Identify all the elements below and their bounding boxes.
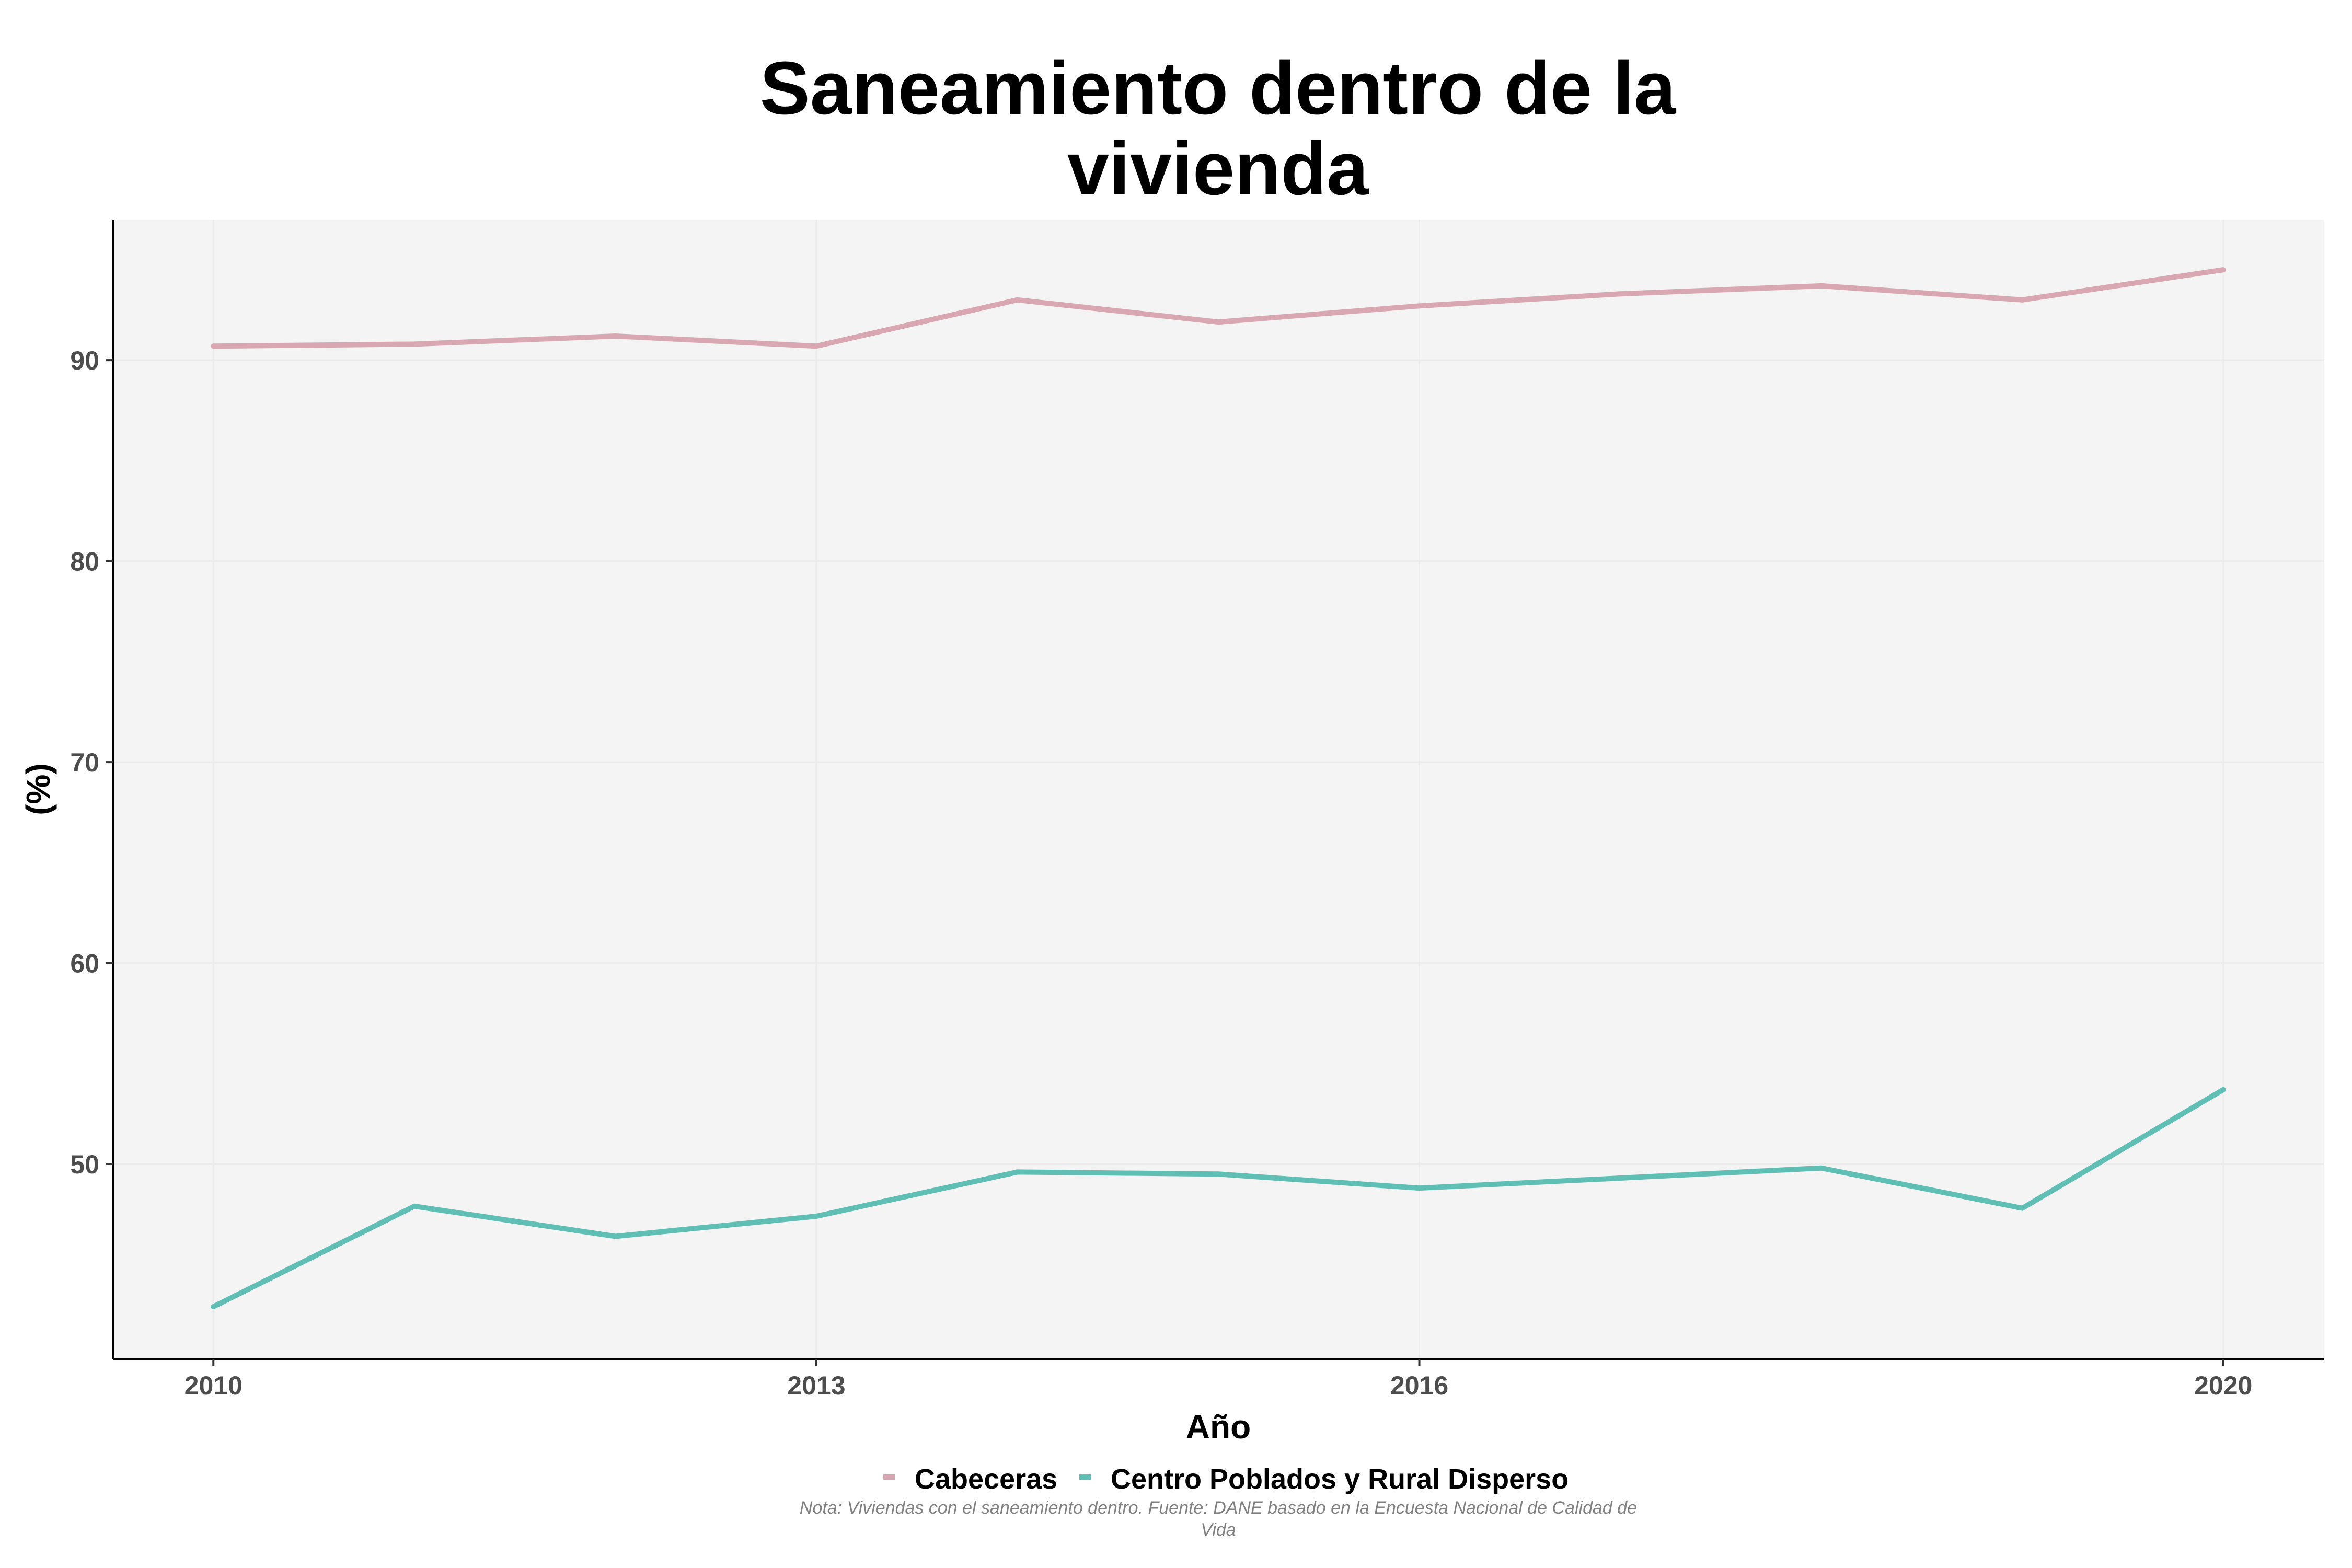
y-axis-title: (%) [19,763,57,815]
data-point [411,341,417,347]
series-lines [211,267,2226,1310]
data-point [2020,297,2025,303]
data-point [613,333,618,339]
chart-title-line-2: vivienda [1067,126,1369,211]
data-point [2020,1205,2025,1211]
grid-lines [113,220,2324,1359]
chart-title-line-1: Saneamiento dentro de la [760,46,1676,130]
data-point [1014,297,1020,303]
x-tick-label: 2016 [1390,1371,1448,1400]
y-tick-label: 60 [70,949,99,978]
legend-label: Cabeceras [915,1463,1057,1495]
x-axis-title: Año [1186,1408,1251,1446]
data-point [2220,267,2226,273]
data-point [1818,283,1824,289]
data-point [1216,319,1221,325]
data-point [2220,1087,2226,1092]
data-point [411,1203,417,1209]
data-point [211,343,216,349]
caption-line-1: Nota: Viviendas con el saneamiento dentr… [800,1498,1637,1518]
x-tick-label: 2020 [2194,1371,2252,1400]
data-point [1818,1165,1824,1171]
x-tick-label: 2010 [185,1371,243,1400]
data-point [813,343,819,349]
y-tick-label: 50 [70,1150,99,1179]
legend: Cabeceras Centro Poblados y Rural Dispers… [883,1463,1569,1495]
data-point [1618,1175,1623,1181]
data-point [1216,1171,1221,1177]
data-point [813,1214,819,1219]
x-axis-ticks: 2010 2013 2016 2020 [185,1359,2252,1400]
plot-panel [113,220,2324,1359]
y-tick-label: 80 [70,547,99,577]
y-tick-label: 70 [70,748,99,777]
y-axis-ticks: 50 60 70 80 90 [70,346,113,1179]
x-tick-label: 2013 [787,1371,845,1400]
y-tick-label: 90 [70,346,99,375]
data-point [211,1304,216,1310]
data-point [1416,303,1422,309]
data-point [1014,1169,1020,1175]
data-point [613,1233,618,1239]
data-point [1618,291,1623,297]
legend-label: Centro Poblados y Rural Disperso [1111,1463,1569,1495]
caption-line-2: Vida [1201,1520,1236,1540]
data-point [1416,1185,1422,1191]
